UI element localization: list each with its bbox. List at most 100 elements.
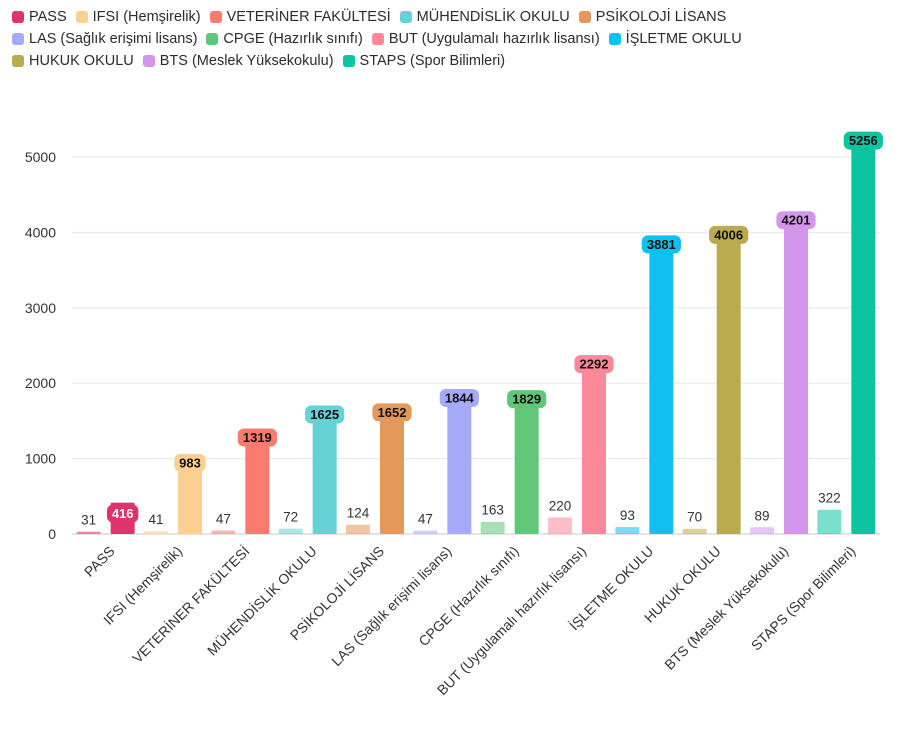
data-label-series-1: 72 — [283, 510, 298, 525]
bar-series-1 — [413, 530, 438, 534]
data-label-series-2: 1319 — [243, 430, 272, 445]
x-tick-label: BUT (Uygulamalı hazırlık lisansı) — [434, 543, 589, 698]
bar-series-2 — [312, 411, 337, 534]
data-label-series-1: 124 — [347, 506, 370, 521]
legend-label: İŞLETME OKULU — [625, 31, 742, 47]
data-label-series-2: 1844 — [445, 390, 475, 405]
data-label-series-1: 220 — [549, 498, 572, 513]
data-label-bg — [507, 390, 547, 409]
gridlines — [72, 156, 880, 535]
data-label-series-2: 5256 — [849, 133, 878, 148]
bar-series-1 — [480, 521, 505, 534]
data-label-bg — [237, 428, 277, 447]
legend-swatch — [578, 11, 591, 23]
legend-label: STAPS (Spor Bilimleri) — [359, 53, 506, 69]
legend-row-2: LAS (Sağlık erişimi lisans) CPGE (Hazırl… — [12, 28, 902, 50]
data-label-series-2: 416 — [112, 506, 134, 521]
legend-item-but[interactable]: BUT (Uygulamalı hazırlık lisansı) — [371, 31, 600, 47]
bar-series-1 — [76, 531, 101, 534]
legend-swatch — [608, 33, 621, 45]
bar-series-2 — [649, 241, 674, 534]
bar-series-2 — [447, 394, 472, 534]
bar-series-1 — [682, 528, 707, 534]
legend-row-1: PASS IFSI (Hemşirelik) VETERİNER FAKÜLTE… — [12, 6, 902, 28]
legend-item-hukuk[interactable]: HUKUK OKULU — [12, 53, 134, 69]
legend-item-las[interactable]: LAS (Sağlık erişimi lisans) — [12, 31, 197, 47]
bar-series-2 — [514, 396, 539, 534]
bar-series-1 — [548, 517, 572, 534]
legend-item-staps[interactable]: STAPS (Spor Bilimleri) — [342, 53, 506, 69]
bar-series-1 — [750, 527, 774, 534]
data-label-series-1: 47 — [216, 511, 231, 526]
legend-label: LAS (Sağlık erişimi lisans) — [29, 31, 198, 47]
bar-series-2 — [582, 361, 606, 534]
data-label-bg — [106, 504, 139, 523]
bar-series-1 — [211, 530, 236, 534]
bar-series-1 — [144, 530, 168, 534]
legend-swatch — [12, 11, 24, 23]
legend-label: CPGE (Hazırlık sınıfı) — [223, 31, 363, 47]
legend-item-cpge[interactable]: CPGE (Hazırlık sınıfı) — [206, 31, 363, 47]
legend-label: BTS (Meslek Yüksekokulu) — [159, 53, 334, 69]
legend-label: BUT (Uygulamalı hazırlık lisansı) — [388, 31, 600, 47]
y-axis-ticks: 0 1000 2000 3000 4000 5000 — [25, 149, 56, 542]
x-tick-label: LAS (Sağlık erişimi lisans) — [328, 543, 454, 669]
data-label-series-2: 1625 — [310, 407, 339, 422]
x-tick-label: VETERİNER FAKÜLTESİ — [128, 542, 252, 666]
bar-series-2 — [716, 231, 741, 534]
legend-item-pass[interactable]: PASS — [12, 9, 67, 25]
data-label-series-1: 70 — [687, 510, 702, 525]
data-label-bg — [843, 131, 883, 150]
legend-item-isletme[interactable]: İŞLETME OKULU — [608, 31, 742, 47]
legend-item-muhendislik[interactable]: MÜHENDİSLİK OKULU — [399, 9, 570, 25]
data-label-bg — [709, 225, 749, 244]
bar-series-2 — [178, 459, 202, 534]
data-label-series-2: 983 — [179, 455, 201, 470]
legend-label: IFSI (Hemşirelik) — [92, 9, 201, 25]
y-tick-label: 1000 — [25, 451, 56, 467]
legend-swatch — [209, 11, 222, 23]
legend-label: PSİKOLOJİ LİSANS — [595, 9, 727, 25]
data-label-series-1: 322 — [818, 491, 841, 506]
data-label-series-1: 89 — [754, 508, 769, 523]
legend-swatch — [142, 55, 155, 67]
data-label-series-1: 93 — [620, 508, 635, 523]
data-label-series-1: 31 — [81, 513, 96, 528]
data-label-bg — [439, 388, 479, 407]
bars — [76, 137, 876, 534]
y-tick-label: 5000 — [25, 149, 56, 165]
y-tick-label: 0 — [48, 526, 56, 542]
bar-series-1 — [278, 528, 303, 534]
data-label-series-2: 2292 — [580, 357, 609, 372]
legend-swatch — [399, 11, 412, 23]
data-label-series-2: 3881 — [647, 237, 676, 252]
data-label-series-2: 1652 — [378, 405, 407, 420]
legend-swatch — [12, 33, 24, 45]
legend-item-bts[interactable]: BTS (Meslek Yüksekokulu) — [142, 53, 334, 69]
legend-item-ifsi[interactable]: IFSI (Hemşirelik) — [75, 9, 201, 25]
legend: PASS IFSI (Hemşirelik) VETERİNER FAKÜLTE… — [12, 6, 902, 72]
x-tick-label: BTS (Meslek Yüksekokulu) — [661, 543, 791, 673]
bar-series-2 — [245, 434, 270, 534]
legend-item-veteriner[interactable]: VETERİNER FAKÜLTESİ — [209, 9, 391, 25]
y-tick-label: 4000 — [25, 224, 56, 240]
x-tick-label: PASS — [81, 543, 118, 580]
data-label-bg — [641, 235, 681, 254]
data-label-bg — [574, 355, 614, 374]
data-label-series-2: 4006 — [714, 227, 743, 242]
data-label-bg — [305, 405, 345, 424]
x-tick-label: MÜHENDİSLİK OKULU — [203, 542, 320, 659]
y-tick-label: 3000 — [25, 300, 56, 316]
bar-series-1 — [817, 509, 842, 534]
legend-item-psikoloji[interactable]: PSİKOLOJİ LİSANS — [578, 9, 727, 25]
bar-series-2 — [380, 409, 404, 534]
legend-label: HUKUK OKULU — [29, 53, 134, 69]
data-label-bg — [776, 211, 816, 230]
data-label-bg — [372, 403, 412, 422]
data-label-series-2: 1829 — [512, 392, 541, 407]
legend-swatch — [12, 55, 24, 67]
y-tick-label: 2000 — [25, 375, 56, 391]
data-label-series-1: 41 — [148, 512, 163, 527]
data-label-bg — [174, 453, 206, 472]
